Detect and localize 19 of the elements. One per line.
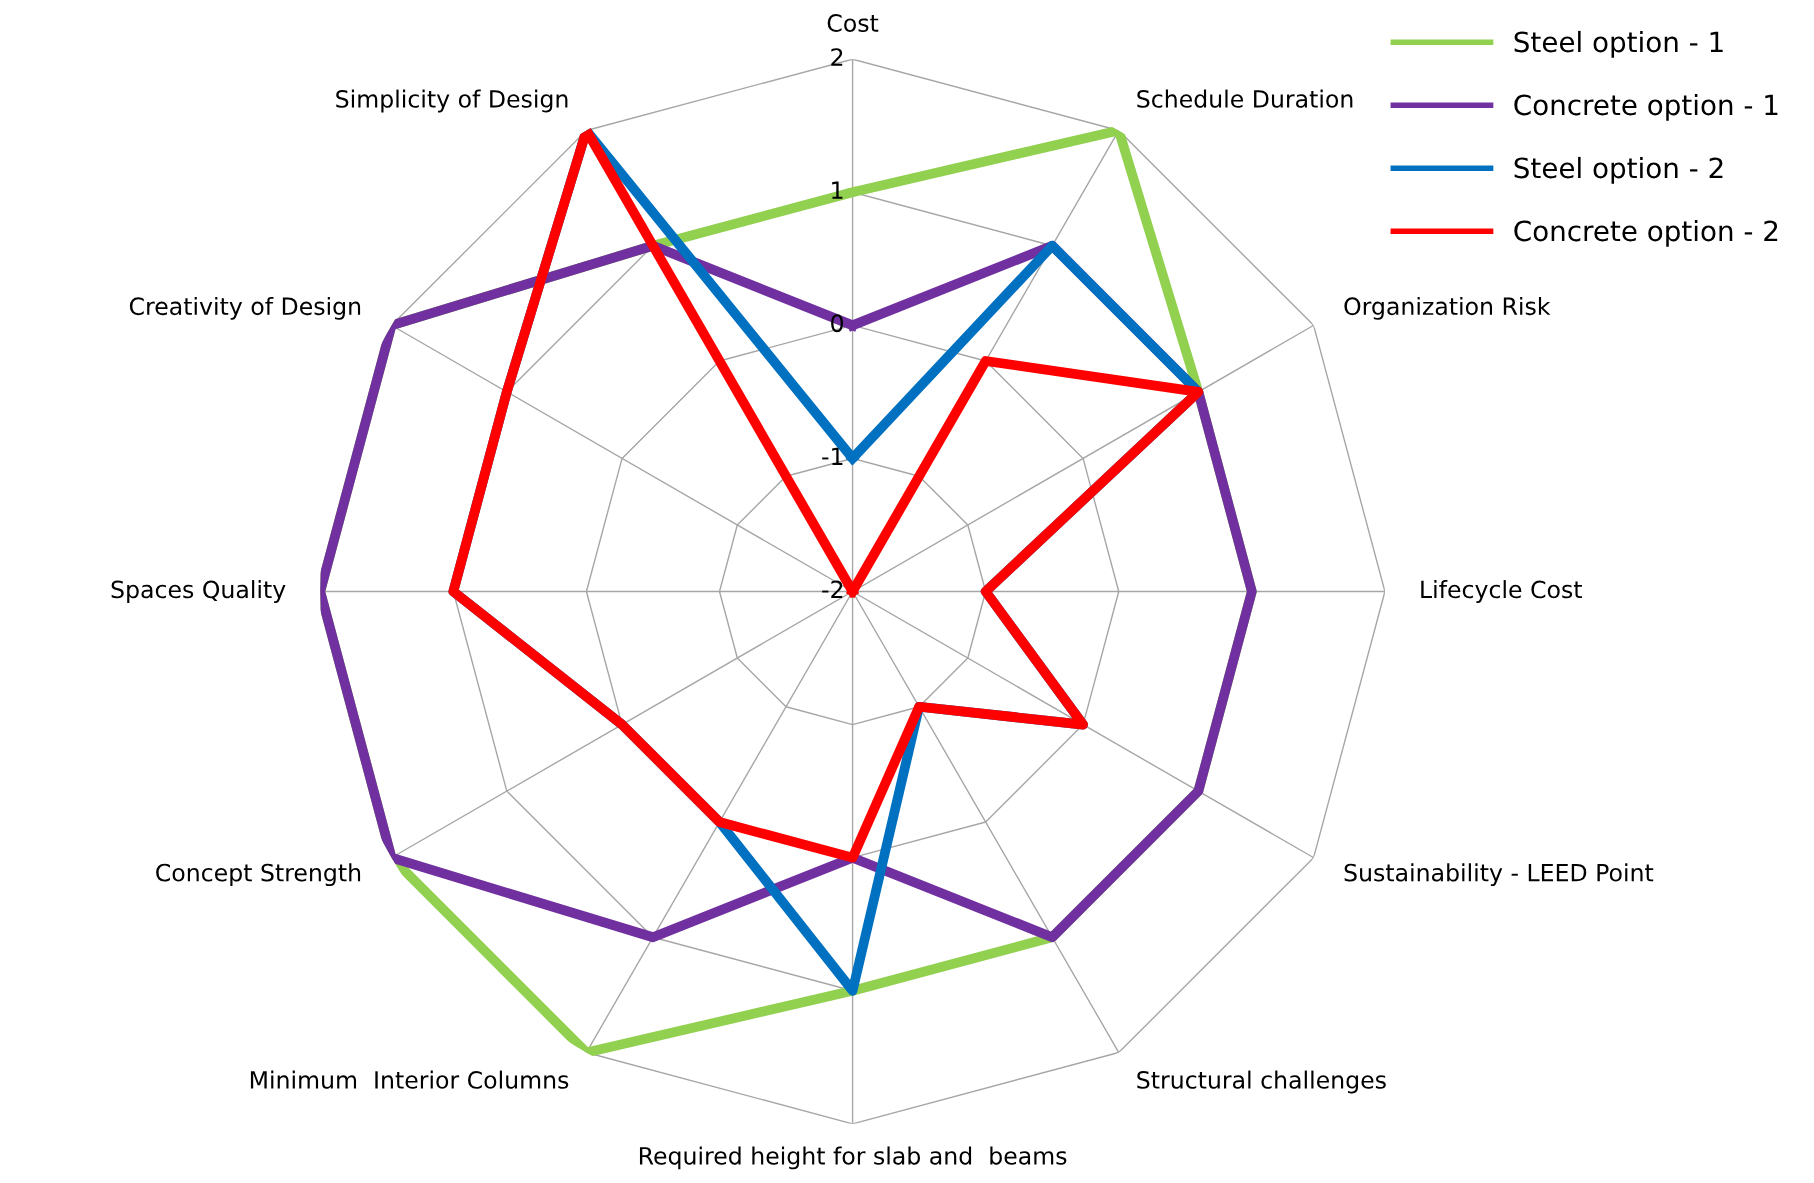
spoke-label: Required height for slab and beams [639,1146,1067,1170]
spoke-label: Structural challenges [1137,1070,1386,1094]
legend-label: Steel option - 2 [1514,156,1723,184]
y-tick-label: -2 [822,580,843,599]
spoke-label: Minimum Interior Columns [250,1070,569,1089]
legend-label: Concrete option - 1 [1514,93,1778,121]
spoke-label: Creativity of Design [129,296,361,320]
spoke-label: Schedule Duration [1137,89,1353,108]
spoke-label: Cost [827,14,879,32]
y-tick-label: 2 [831,48,843,66]
y-tick-label: -1 [822,447,843,465]
legend-label: Concrete option - 2 [1514,219,1778,247]
spoke-label: Sustainability - LEED Point [1344,863,1654,887]
spoke-label: Spaces Quality [111,580,286,603]
spoke-label: Simplicity of Design [336,89,568,113]
legend-label: Steel option - 1 [1514,30,1723,58]
spoke-label: Lifecycle Cost [1421,580,1582,603]
spoke-label: Concept Strength [156,863,361,887]
spoke-label: Organization Risk [1344,296,1551,320]
